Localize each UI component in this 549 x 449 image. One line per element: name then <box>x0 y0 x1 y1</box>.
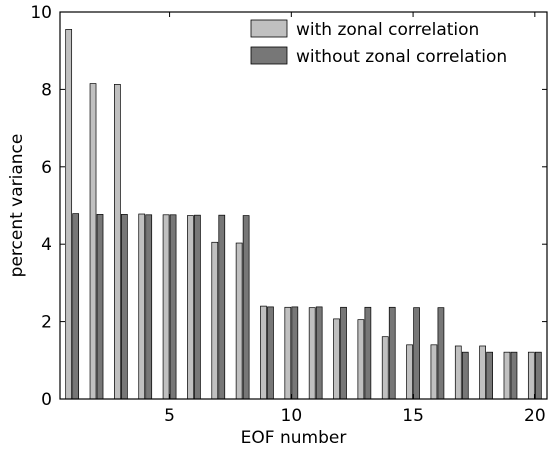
bar-series1-eof-14 <box>381 336 389 400</box>
bar-series1-eof-1 <box>65 29 73 400</box>
bar-series1-eof-3 <box>114 84 121 400</box>
bar-series2-eof-6 <box>194 214 201 400</box>
bar-series1-eof-13 <box>357 319 365 400</box>
bar-series1-eof-20 <box>527 351 535 400</box>
legend-label-without-zonal-correlation: without zonal correlation <box>296 47 507 67</box>
bar-series2-eof-4 <box>145 214 153 400</box>
bar-series2-eof-11 <box>315 306 323 400</box>
bar-series2-eof-10 <box>291 306 299 400</box>
y-tick-label-2: 2 <box>41 313 52 333</box>
bar-series1-eof-4 <box>138 213 146 400</box>
y-axis-label: percent variance <box>7 134 27 278</box>
legend-swatch-without-zonal-correlation <box>250 46 288 65</box>
bar-series1-eof-10 <box>284 306 292 400</box>
bar-series2-eof-20 <box>534 351 542 400</box>
x-axis-label: EOF number <box>241 428 347 448</box>
bar-series1-eof-7 <box>211 241 219 400</box>
x-tick-label-20: 20 <box>524 406 546 426</box>
bar-series1-eof-11 <box>308 307 316 400</box>
bar-series1-eof-6 <box>187 215 194 400</box>
bar-series2-eof-18 <box>486 351 493 400</box>
bar-series2-eof-8 <box>242 215 250 400</box>
bar-series2-eof-3 <box>121 214 128 400</box>
bar-series1-eof-5 <box>162 214 170 400</box>
bar-series2-eof-13 <box>364 306 372 400</box>
legend-label-with-zonal-correlation: with zonal correlation <box>296 20 479 40</box>
x-tick-label-5: 5 <box>164 406 175 426</box>
bar-series2-eof-1 <box>72 213 80 400</box>
legend: with zonal correlation without zonal cor… <box>250 19 507 67</box>
bar-series2-eof-5 <box>169 214 177 400</box>
bar-series2-eof-15 <box>413 307 420 400</box>
bar-series1-eof-9 <box>260 305 267 400</box>
bar-series1-eof-19 <box>503 351 511 400</box>
bar-series1-eof-2 <box>89 83 97 400</box>
plot-frame <box>59 11 548 400</box>
bar-series2-eof-9 <box>267 306 274 400</box>
y-tick-label-0: 0 <box>41 390 52 410</box>
x-tick-label-15: 15 <box>402 406 424 426</box>
bar-series1-eof-12 <box>333 318 340 400</box>
y-tick-label-10: 10 <box>30 3 52 23</box>
bar-series2-eof-7 <box>218 214 226 400</box>
bar-series2-eof-12 <box>340 306 347 400</box>
bar-series2-eof-2 <box>96 214 104 400</box>
bar-series2-eof-17 <box>461 351 469 400</box>
y-tick-label-8: 8 <box>41 80 52 100</box>
legend-swatch-with-zonal-correlation <box>250 19 288 38</box>
bar-series1-eof-8 <box>235 242 243 400</box>
y-tick-label-6: 6 <box>41 158 52 178</box>
bar-series1-eof-15 <box>406 344 413 400</box>
bar-series1-eof-17 <box>454 345 462 400</box>
bar-series2-eof-14 <box>388 306 396 400</box>
bar-series1-eof-16 <box>430 344 438 400</box>
ticks-group: 0 2 4 6 8 10 5 10 15 20 <box>30 3 547 426</box>
bar-series1-eof-18 <box>479 345 486 400</box>
bar-series2-eof-16 <box>437 307 445 400</box>
x-tick-label-10: 10 <box>281 406 303 426</box>
y-tick-label-4: 4 <box>41 235 52 255</box>
bars-group <box>65 29 542 400</box>
bar-series2-eof-19 <box>510 351 518 400</box>
